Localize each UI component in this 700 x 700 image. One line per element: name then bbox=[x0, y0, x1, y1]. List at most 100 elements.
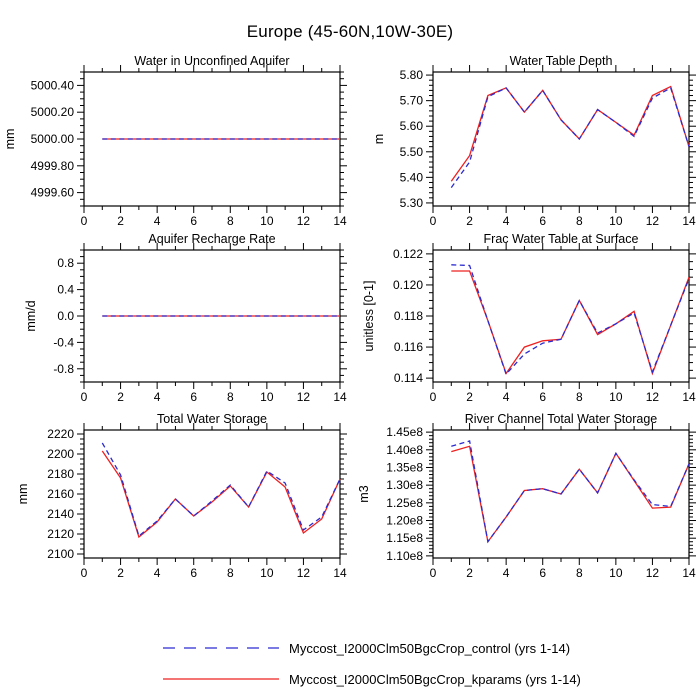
x-tick-label: 2 bbox=[466, 566, 473, 580]
x-tick-label: 8 bbox=[576, 566, 583, 580]
x-tick-label: 6 bbox=[190, 390, 197, 404]
axis-ticks bbox=[77, 423, 347, 565]
chart-total-water-storage: 0 2 4 6 8 10 12 14 2100 2120 2140 2160 2180 2200 2220 bbox=[47, 423, 347, 580]
plot-ylabel-frac-water-table-at-surface: unitless [0-1] bbox=[362, 280, 376, 352]
y-tick-label: 4999.60 bbox=[31, 186, 75, 200]
y-tick-label: 0.114 bbox=[394, 371, 423, 385]
y-tick-label: 5000.40 bbox=[31, 78, 75, 92]
plot-frame bbox=[432, 71, 690, 207]
chart-frac-water-table-at-surface: 0 2 4 6 8 10 12 14 0.114 0.116 0.118 0.120 0.122 bbox=[393, 243, 696, 404]
legend-line-kparams bbox=[163, 678, 279, 680]
x-tick-label: 12 bbox=[297, 390, 311, 404]
y-tick-label: 5.80 bbox=[400, 68, 424, 82]
y-tick-label: 1.45e8 bbox=[386, 425, 423, 439]
legend-label-control: Myccost_I2000Clm50BgcCrop_control (yrs 1… bbox=[289, 640, 571, 656]
x-tick-label: 8 bbox=[576, 214, 583, 228]
x-tick-label: 6 bbox=[539, 566, 546, 580]
x-tick-label: 0 bbox=[430, 566, 437, 580]
y-tick-label: 5.40 bbox=[400, 170, 424, 184]
legend-entry-control: Myccost_I2000Clm50BgcCrop_control (yrs 1… bbox=[162, 640, 571, 656]
y-tick-label: 5000.00 bbox=[31, 132, 75, 146]
x-tick-label: 8 bbox=[576, 390, 583, 404]
y-tick-label: 2160 bbox=[47, 487, 74, 501]
y-tick-label: 0.122 bbox=[393, 247, 423, 261]
y-tick-label: 2180 bbox=[47, 467, 74, 481]
plot-frame bbox=[432, 249, 690, 383]
plot-ylabel-river-channel-total-water-storage: m3 bbox=[357, 485, 371, 503]
x-tick-label: 6 bbox=[539, 390, 546, 404]
series-line-kparams bbox=[101, 450, 341, 539]
x-tick-label: 12 bbox=[646, 566, 660, 580]
chart-water-table-depth: 0 2 4 6 8 10 12 14 5.30 5.40 5.50 5.60 5.70 5.80 bbox=[400, 65, 696, 228]
series-line-kparams bbox=[451, 270, 690, 376]
plot-frame bbox=[83, 429, 341, 559]
series-line-kparams bbox=[451, 445, 690, 544]
series-line-control bbox=[101, 442, 341, 538]
y-tick-label: 0.116 bbox=[394, 340, 423, 354]
y-tick-label: 1.30e8 bbox=[386, 478, 423, 492]
x-tick-label: 14 bbox=[333, 390, 347, 404]
y-tick-label: 1.25e8 bbox=[386, 496, 423, 510]
x-tick-label: 4 bbox=[154, 566, 161, 580]
y-tick-label: 0.118 bbox=[394, 309, 423, 323]
y-tick-label: 2120 bbox=[47, 527, 74, 541]
x-tick-label: 2 bbox=[117, 566, 124, 580]
y-tick-label: 2100 bbox=[47, 547, 74, 561]
figure-title: Europe (45-60N,10W-30E) bbox=[246, 22, 454, 41]
axis-ticks bbox=[426, 243, 696, 389]
x-tick-label: 12 bbox=[297, 214, 311, 228]
y-tick-label: 5.70 bbox=[400, 94, 424, 108]
plot-title-river-channel-total-water-storage: River Channel Total Water Storage bbox=[464, 412, 658, 426]
y-tick-label: 1.10e8 bbox=[386, 549, 423, 563]
x-tick-label: 0 bbox=[81, 566, 88, 580]
x-tick-label: 14 bbox=[682, 214, 696, 228]
x-tick-label: 14 bbox=[333, 566, 347, 580]
x-tick-label: 2 bbox=[466, 214, 473, 228]
x-tick-label: 6 bbox=[539, 214, 546, 228]
chart-river-channel-total-water-storage: 0 2 4 6 8 10 12 14 1.10e8 1.15e8 1.20e8 1.25e8 1.30e… bbox=[386, 423, 696, 580]
x-tick-label: 6 bbox=[190, 214, 197, 228]
y-tick-label: 1.35e8 bbox=[386, 460, 423, 474]
axis-ticks bbox=[77, 65, 347, 213]
plot-title-water-table-depth: Water Table Depth bbox=[509, 54, 613, 68]
axis-ticks bbox=[77, 243, 347, 389]
y-tick-label: 1.15e8 bbox=[386, 531, 423, 545]
x-tick-label: 12 bbox=[297, 566, 311, 580]
plot-ylabel-water-in-unconfined-aquifer: mm bbox=[3, 128, 17, 150]
y-tick-label: 0.8 bbox=[57, 256, 74, 270]
y-tick-label: 5.50 bbox=[400, 145, 424, 159]
x-tick-label: 10 bbox=[609, 566, 623, 580]
axis-ticks bbox=[426, 65, 696, 213]
x-tick-label: 4 bbox=[154, 390, 161, 404]
series-line-control bbox=[451, 264, 690, 376]
x-tick-label: 4 bbox=[503, 566, 510, 580]
x-tick-label: 10 bbox=[609, 390, 623, 404]
plot-ylabel-water-table-depth: m bbox=[372, 133, 386, 145]
plot-title-frac-water-table-at-surface: Frac Water Table at Surface bbox=[483, 232, 639, 246]
x-tick-label: 10 bbox=[609, 214, 623, 228]
y-tick-label: 1.40e8 bbox=[386, 443, 423, 457]
y-tick-label: -0.4 bbox=[53, 335, 74, 349]
legend-label-kparams: Myccost_I2000Clm50BgcCrop_kparams (yrs 1… bbox=[289, 671, 581, 687]
x-tick-label: 14 bbox=[333, 214, 347, 228]
plot-ylabel-aquifer-recharge-rate: mm/d bbox=[24, 300, 38, 332]
x-tick-label: 8 bbox=[227, 390, 234, 404]
series-line-control bbox=[451, 440, 690, 544]
x-tick-label: 4 bbox=[503, 390, 510, 404]
x-tick-label: 0 bbox=[81, 390, 88, 404]
axis-ticks bbox=[426, 423, 696, 565]
x-tick-label: 0 bbox=[81, 214, 88, 228]
x-tick-label: 4 bbox=[503, 214, 510, 228]
x-tick-label: 8 bbox=[227, 566, 234, 580]
plot-title-total-water-storage: Total Water Storage bbox=[156, 412, 267, 426]
x-tick-label: 0 bbox=[430, 214, 437, 228]
x-tick-label: 12 bbox=[646, 214, 660, 228]
y-tick-label: 2200 bbox=[47, 447, 74, 461]
x-tick-label: 2 bbox=[466, 390, 473, 404]
y-tick-label: 2140 bbox=[47, 507, 74, 521]
plot-title-water-in-unconfined-aquifer: Water in Unconfined Aquifer bbox=[134, 54, 290, 68]
chart-water-in-unconfined-aquifer: 0 2 4 6 8 10 12 14 4999.60 4999.80 5000.00 5000.20 5… bbox=[31, 65, 347, 228]
y-tick-label: -0.8 bbox=[53, 362, 74, 376]
